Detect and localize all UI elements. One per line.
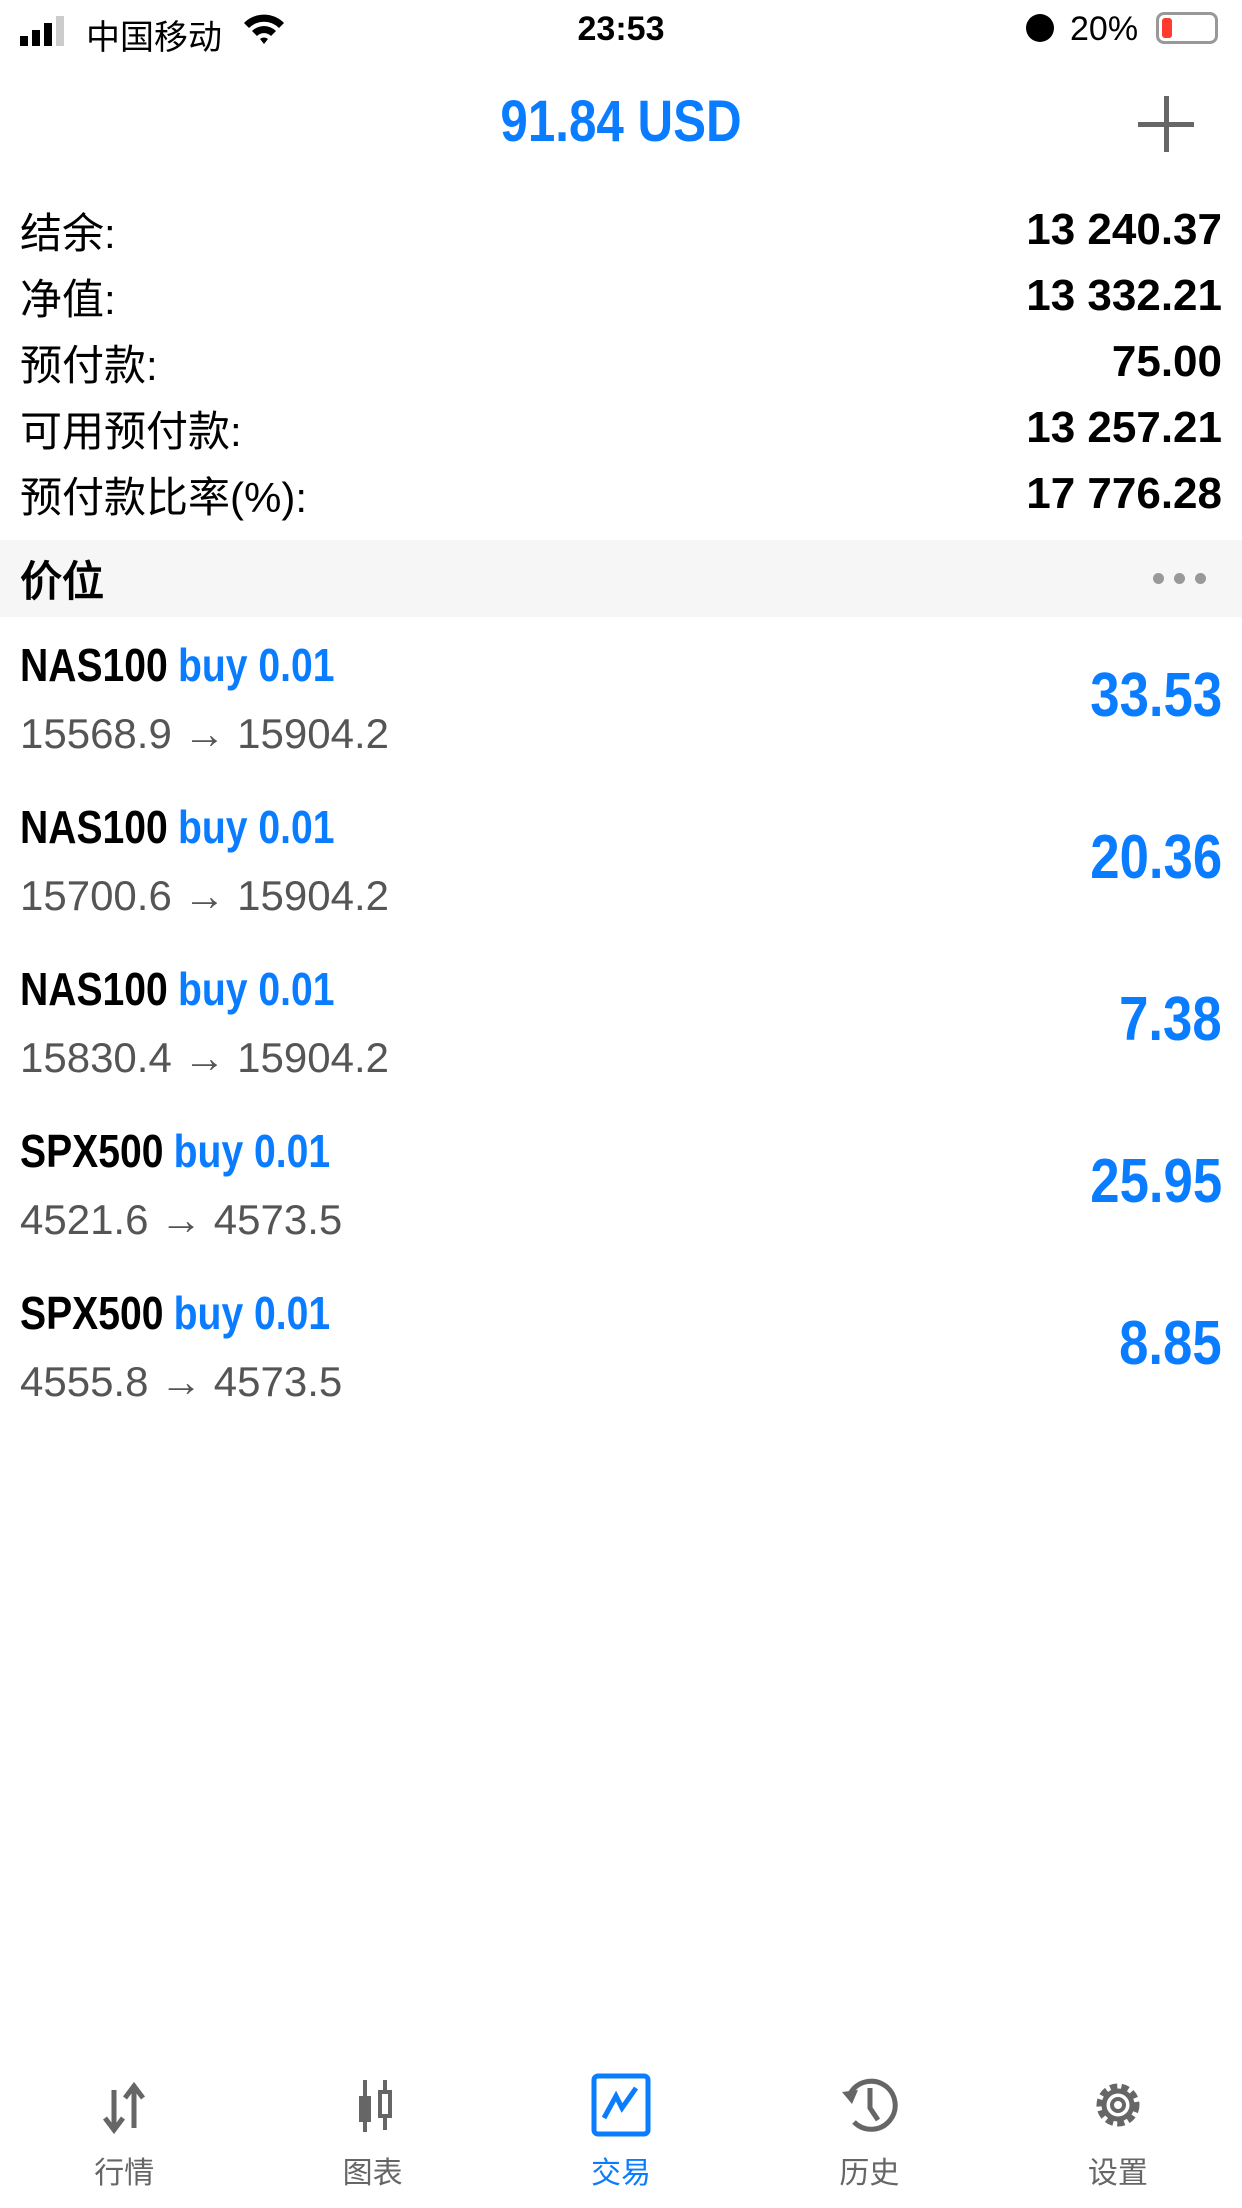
tab-1[interactable]: 图表 — [248, 2070, 496, 2208]
more-icon[interactable] — [1153, 573, 1206, 584]
battery-icon — [1156, 12, 1218, 44]
tab-3[interactable]: 历史 — [745, 2070, 993, 2208]
carrier: 中国移动 — [86, 19, 222, 57]
section-header: 价位 — [0, 540, 1242, 617]
tab-label: 历史 — [839, 2157, 900, 2190]
position-prices: 15700.6 → 15904.2 — [20, 872, 389, 919]
candlestick-icon — [358, 2080, 392, 2132]
position-side: buy 0.01 — [173, 1287, 331, 1339]
tab-0[interactable]: 行情 — [0, 2070, 248, 2208]
position-row[interactable]: SPX500 buy 0.01 4521.6 → 4573.5 25.95 — [20, 1124, 1222, 1286]
clock: 23:53 — [577, 10, 665, 48]
position-profit: 20.36 — [1090, 823, 1222, 892]
trade-chart-icon — [591, 2073, 651, 2137]
wifi-icon — [244, 14, 284, 44]
account-label: 预付款比率(%): — [20, 473, 307, 521]
position-row[interactable]: NAS100 buy 0.01 15568.9 → 15904.2 33.53 — [20, 638, 1222, 800]
tab-4[interactable]: 设置 — [994, 2070, 1242, 2208]
alarm-icon — [1026, 14, 1054, 42]
position-row[interactable]: SPX500 buy 0.01 4555.8 → 4573.5 8.85 — [20, 1286, 1222, 1448]
position-row[interactable]: NAS100 buy 0.01 15830.4 → 15904.2 7.38 — [20, 962, 1222, 1124]
position-side: buy 0.01 — [177, 963, 335, 1015]
tab-label: 交易 — [591, 2157, 652, 2190]
account-value: 13 332.21 — [1026, 271, 1222, 320]
account-row: 可用预付款: 13 257.21 — [20, 398, 1222, 458]
position-symbol: SPX500 — [20, 1125, 164, 1177]
position-prices: 4521.6 → 4573.5 — [20, 1196, 343, 1243]
battery-percent: 20% — [1070, 10, 1139, 48]
position-symbol: NAS100 — [20, 963, 168, 1015]
account-value: 13 240.37 — [1026, 205, 1222, 254]
account-value: 13 257.21 — [1026, 403, 1222, 452]
balance-profit-title: 91.84 USD — [500, 89, 742, 154]
position-profit: 8.85 — [1119, 1309, 1222, 1378]
position-profit: 33.53 — [1090, 661, 1222, 730]
account-row: 预付款: 75.00 — [20, 332, 1222, 392]
position-prices: 15830.4 → 15904.2 — [20, 1034, 389, 1081]
tab-2[interactable]: 交易 — [497, 2070, 745, 2208]
position-profit: 7.38 — [1119, 985, 1222, 1054]
tab-label: 行情 — [94, 2157, 155, 2190]
position-row[interactable]: NAS100 buy 0.01 15700.6 → 15904.2 20.36 — [20, 800, 1222, 962]
account-row: 净值: 13 332.21 — [20, 266, 1222, 326]
account-label: 可用预付款: — [20, 407, 242, 455]
position-side: buy 0.01 — [177, 639, 335, 691]
position-side: buy 0.01 — [173, 1125, 331, 1177]
status-bar: 中国移动 23:53 20% — [0, 0, 1242, 62]
tab-label: 图表 — [342, 2157, 403, 2190]
position-symbol: NAS100 — [20, 639, 168, 691]
account-label: 预付款: — [20, 341, 158, 389]
signal-icon — [20, 16, 64, 46]
position-prices: 4555.8 → 4573.5 — [20, 1358, 343, 1405]
account-label: 净值: — [20, 275, 116, 323]
plus-icon[interactable] — [1138, 96, 1194, 152]
tab-label: 设置 — [1087, 2157, 1148, 2190]
account-value: 75.00 — [1111, 337, 1222, 386]
arrows-updown-icon — [103, 2081, 146, 2135]
account-label: 结余: — [20, 209, 116, 257]
position-side: buy 0.01 — [177, 801, 335, 853]
account-row: 预付款比率(%): 17 776.28 — [20, 464, 1222, 524]
position-profit: 25.95 — [1090, 1147, 1222, 1216]
account-value: 17 776.28 — [1026, 469, 1222, 518]
tab-bar: 行情 图表 交易 历史 设置 — [0, 2070, 1242, 2208]
position-symbol: SPX500 — [20, 1287, 164, 1339]
position-symbol: NAS100 — [20, 801, 168, 853]
gear-icon — [1096, 2083, 1140, 2127]
history-icon — [842, 2078, 899, 2132]
section-title: 价位 — [20, 558, 105, 605]
account-row: 结余: 13 240.37 — [20, 200, 1222, 260]
position-prices: 15568.9 → 15904.2 — [20, 710, 389, 757]
